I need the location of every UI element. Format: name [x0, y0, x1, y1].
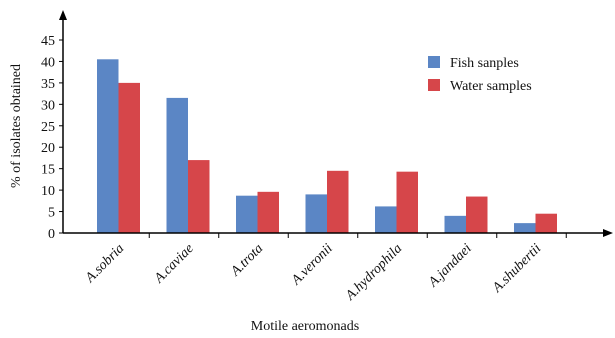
y-ticks-group: 0 5 10 15 20 25 30 35 40 45 [41, 34, 63, 242]
x-tick-label: A.caviae [151, 241, 197, 287]
legend-label-water: Water samples [450, 79, 532, 94]
x-ticks-group: A.sobria A.caviae A.trota A.veronii A.hydrop… [82, 233, 567, 304]
y-tick-label: 25 [41, 120, 55, 135]
bar-fish-4 [375, 206, 397, 233]
bar-fish-2 [236, 195, 258, 233]
y-tick-label: 10 [41, 184, 55, 199]
y-axis-arrow [59, 10, 67, 20]
x-tick-label: A.shubertii [489, 241, 544, 296]
y-tick-label: 30 [41, 98, 55, 113]
x-tick-label: A.sobria [82, 241, 127, 286]
y-tick-label: 45 [41, 34, 55, 49]
bar-water-3 [327, 170, 349, 233]
x-axis-title: Motile aeromonads [251, 319, 359, 334]
x-tick-label: A.hydrophila [342, 241, 405, 304]
x-tick-label: A.jandaei [425, 241, 475, 291]
bar-fish-0 [97, 59, 119, 233]
y-tick-label: 40 [41, 55, 55, 70]
bar-water-1 [188, 160, 210, 233]
x-tick-label: A.trota [228, 241, 267, 280]
bar-water-5 [466, 196, 488, 233]
bars-group [97, 59, 557, 234]
x-tick-label: A.veronii [288, 241, 336, 289]
bar-fish-3 [305, 194, 327, 233]
bar-water-6 [535, 213, 557, 233]
bar-water-0 [118, 82, 140, 233]
y-tick-label: 35 [41, 77, 55, 92]
legend-swatch-water [428, 79, 440, 91]
bar-water-4 [396, 171, 418, 233]
bar-fish-5 [444, 215, 466, 233]
y-tick-label: 5 [48, 206, 55, 221]
legend-label-fish: Fish sanples [450, 56, 519, 71]
y-tick-label: 20 [41, 141, 55, 156]
bar-fish-1 [166, 97, 188, 234]
y-tick-label: 0 [48, 227, 55, 242]
y-axis-title: % of isolates obtained [9, 64, 24, 188]
x-axis-arrow [603, 229, 613, 237]
bar-fish-6 [514, 223, 536, 233]
legend: Fish sanples Water samples [428, 56, 532, 94]
legend-swatch-fish [428, 56, 440, 68]
y-tick-label: 15 [41, 163, 55, 178]
bar-water-2 [257, 191, 279, 233]
